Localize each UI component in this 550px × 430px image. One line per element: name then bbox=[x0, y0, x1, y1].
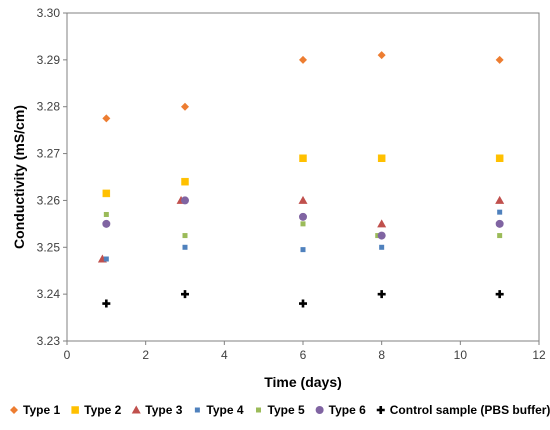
legend-item: Type 3 bbox=[131, 403, 183, 417]
x-tick-label: 10 bbox=[454, 348, 468, 362]
data-point bbox=[182, 233, 188, 239]
x-tick-label: 8 bbox=[378, 348, 385, 362]
x-tick-label: 2 bbox=[142, 348, 149, 362]
x-tick-label: 6 bbox=[300, 348, 307, 362]
y-tick-label: 3.27 bbox=[37, 147, 61, 161]
data-point bbox=[102, 114, 111, 123]
data-point bbox=[181, 196, 189, 205]
legend-item: Control sample (PBS buffer) bbox=[376, 403, 550, 417]
legend-marker bbox=[10, 406, 18, 414]
legend-marker bbox=[194, 407, 200, 413]
data-point bbox=[102, 189, 111, 198]
y-tick-label: 3.26 bbox=[37, 193, 61, 207]
data-point bbox=[377, 290, 386, 299]
legend-marker bbox=[315, 406, 324, 414]
legend-label: Type 6 bbox=[329, 403, 366, 417]
data-point bbox=[377, 231, 386, 240]
legend-item: Type 6 bbox=[315, 403, 366, 417]
data-point bbox=[181, 177, 189, 186]
series-1 bbox=[102, 51, 504, 123]
y-axis-ticks: 3.23 3.24 3.25 3.26 3.27 3.28 3.29 3.30 bbox=[37, 6, 67, 348]
data-point bbox=[181, 290, 189, 299]
legend-label: Control sample (PBS buffer) bbox=[390, 403, 550, 417]
data-point bbox=[495, 55, 504, 64]
legend-marker bbox=[256, 407, 261, 413]
data-point bbox=[495, 154, 504, 163]
y-tick-label: 3.29 bbox=[37, 53, 61, 67]
data-point bbox=[103, 256, 109, 262]
series-6 bbox=[102, 196, 504, 240]
x-axis-title: Time (days) bbox=[264, 374, 342, 390]
data-point bbox=[299, 55, 307, 64]
data-point bbox=[495, 195, 505, 204]
legend-label: Type 4 bbox=[206, 403, 243, 417]
data-point bbox=[299, 212, 307, 221]
data-point bbox=[497, 209, 503, 215]
data-point bbox=[495, 219, 504, 228]
legend-label: Type 5 bbox=[268, 403, 305, 417]
x-tick-label: 4 bbox=[221, 348, 228, 362]
data-point bbox=[299, 154, 307, 163]
data-point bbox=[300, 221, 306, 227]
data-point bbox=[103, 211, 109, 217]
y-tick-label: 3.30 bbox=[37, 6, 61, 20]
y-tick-label: 3.28 bbox=[37, 100, 61, 114]
data-point bbox=[495, 290, 504, 299]
data-point bbox=[182, 244, 188, 250]
y-axis-title: Conductivity (mS/cm) bbox=[11, 105, 27, 249]
legend-label: Type 2 bbox=[84, 403, 121, 417]
legend-item: Type 5 bbox=[256, 403, 305, 417]
y-tick-label: 3.25 bbox=[37, 240, 61, 254]
legend-marker bbox=[376, 406, 385, 414]
x-tick-label: 12 bbox=[532, 348, 546, 362]
series-2 bbox=[102, 154, 504, 198]
data-point bbox=[379, 244, 385, 250]
data-point bbox=[377, 154, 386, 163]
y-tick-label: 3.24 bbox=[37, 287, 61, 301]
data-point bbox=[181, 102, 189, 111]
data-point bbox=[377, 51, 386, 60]
x-tick-label: 0 bbox=[64, 348, 71, 362]
legend-item: Type 1 bbox=[10, 403, 60, 417]
data-point bbox=[298, 195, 308, 204]
x-axis-ticks: 0 2 4 6 8 10 12 bbox=[64, 341, 546, 362]
legend: Type 1 Type 2 Type 3 Type 4 Type 5 Type 6 Cont… bbox=[10, 403, 550, 417]
series-4 bbox=[103, 209, 503, 262]
legend-item: Type 4 bbox=[194, 403, 244, 417]
legend-marker bbox=[131, 405, 141, 414]
data-point bbox=[377, 219, 387, 228]
legend-marker bbox=[71, 406, 79, 414]
data-point bbox=[102, 299, 111, 308]
data-point bbox=[299, 299, 307, 308]
data-point bbox=[102, 219, 111, 228]
data-point bbox=[497, 233, 503, 239]
legend-label: Type 1 bbox=[23, 403, 60, 417]
legend-item: Type 2 bbox=[71, 403, 122, 417]
y-tick-label: 3.23 bbox=[37, 334, 61, 348]
data-point bbox=[300, 247, 306, 253]
data-points bbox=[97, 51, 505, 308]
series-7 bbox=[102, 290, 504, 308]
legend-label: Type 3 bbox=[145, 403, 182, 417]
